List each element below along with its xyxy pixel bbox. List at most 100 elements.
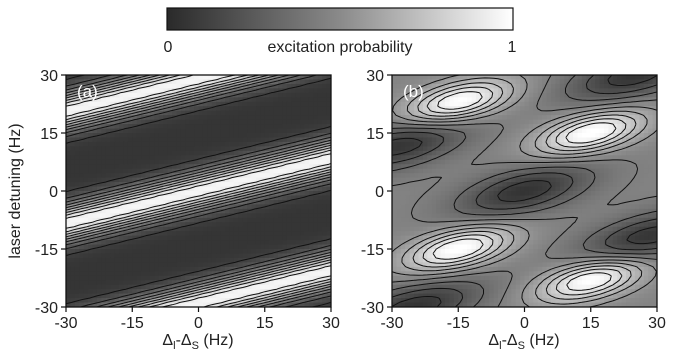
heatmap-cell: [269, 244, 275, 250]
heatmap-cell: [273, 257, 279, 263]
heatmap-cell: [123, 110, 129, 116]
heatmap-cell: [630, 124, 636, 130]
heatmap-cell: [458, 106, 464, 112]
heatmap-cell: [119, 208, 125, 214]
heatmap-cell: [449, 133, 455, 139]
heatmap-cell: [79, 275, 85, 281]
heatmap-cell: [207, 128, 213, 134]
heatmap-cell: [300, 92, 306, 98]
heatmap-cell: [445, 164, 451, 170]
heatmap-cell: [172, 195, 178, 201]
heatmap-cell: [621, 155, 627, 161]
heatmap-cell: [167, 204, 173, 210]
heatmap-cell: [202, 191, 208, 197]
heatmap-cell: [163, 133, 169, 139]
heatmap-cell: [564, 119, 570, 125]
heatmap-cell: [542, 146, 548, 152]
heatmap-cell: [300, 271, 306, 277]
heatmap-cell: [132, 92, 138, 98]
heatmap-cell: [198, 110, 204, 116]
heatmap-cell: [295, 280, 301, 286]
heatmap-cell: [286, 92, 292, 98]
heatmap-cell: [141, 128, 147, 134]
heatmap-cell: [172, 302, 178, 307]
heatmap-cell: [96, 182, 102, 188]
heatmap-cell: [92, 213, 98, 219]
heatmap-cell: [431, 191, 437, 197]
heatmap-cell: [484, 146, 490, 152]
heatmap-cell: [185, 275, 191, 281]
heatmap-cell: [136, 271, 142, 277]
heatmap-cell: [211, 124, 217, 130]
heatmap-cell: [418, 173, 424, 179]
heatmap-cell: [83, 240, 89, 246]
heatmap-cell: [604, 173, 610, 179]
heatmap-cell: [251, 293, 257, 299]
heatmap-cell: [251, 159, 257, 165]
heatmap-cell: [480, 191, 486, 197]
heatmap-cell: [458, 124, 464, 130]
heatmap-cell: [83, 293, 89, 299]
heatmap-cell: [431, 75, 437, 81]
heatmap-cell: [70, 213, 76, 219]
heatmap-cell: [242, 110, 248, 116]
heatmap-cell: [427, 101, 433, 107]
heatmap-cell: [247, 110, 253, 116]
heatmap-cell: [92, 155, 98, 161]
heatmap-cell: [577, 133, 583, 139]
heatmap-cell: [216, 195, 222, 201]
heatmap-cell: [524, 191, 530, 197]
heatmap-cell: [216, 133, 222, 139]
heatmap-cell: [573, 204, 579, 210]
heatmap-cell: [313, 275, 319, 281]
heatmap-cell: [568, 75, 574, 81]
heatmap-cell: [180, 235, 186, 241]
heatmap-cell: [110, 271, 116, 277]
heatmap-cell: [313, 133, 319, 139]
heatmap-cell: [626, 92, 632, 98]
heatmap-cell: [409, 186, 415, 192]
heatmap-cell: [149, 133, 155, 139]
heatmap-cell: [436, 124, 442, 130]
heatmap-cell: [427, 182, 433, 188]
heatmap-cell: [92, 141, 98, 147]
heatmap-cell: [149, 124, 155, 130]
heatmap-cell: [273, 168, 279, 174]
heatmap-cell: [590, 155, 596, 161]
heatmap-cell: [101, 249, 107, 255]
heatmap-cell: [242, 240, 248, 246]
heatmap-cell: [180, 284, 186, 290]
heatmap-cell: [149, 83, 155, 89]
heatmap-cell: [220, 249, 226, 255]
heatmap-cell: [304, 204, 310, 210]
heatmap-cell: [422, 208, 428, 214]
heatmap-cell: [172, 235, 178, 241]
heatmap-cell: [291, 257, 297, 263]
heatmap-cell: [515, 106, 521, 112]
heatmap-cell: [194, 150, 200, 156]
heatmap-cell: [409, 79, 415, 85]
heatmap-cell: [247, 182, 253, 188]
heatmap-cell: [88, 168, 94, 174]
heatmap-cell: [238, 240, 244, 246]
heatmap-cell: [453, 199, 459, 205]
heatmap-cell: [546, 101, 552, 107]
heatmap-cell: [123, 83, 129, 89]
heatmap-cell: [216, 191, 222, 197]
heatmap-cell: [431, 155, 437, 161]
heatmap-cell: [524, 199, 530, 205]
heatmap-cell: [83, 289, 89, 295]
heatmap-cell: [630, 97, 636, 103]
heatmap-cell: [216, 88, 222, 94]
heatmap-cell: [154, 115, 160, 121]
heatmap-cell: [418, 110, 424, 116]
heatmap-cell: [74, 262, 80, 268]
heatmap-cell: [207, 119, 213, 125]
heatmap-cell: [524, 173, 530, 179]
heatmap-cell: [194, 222, 200, 228]
heatmap-cell: [180, 253, 186, 259]
heatmap-cell: [405, 150, 411, 156]
heatmap-cell: [88, 182, 94, 188]
heatmap-cell: [282, 191, 288, 197]
heatmap-cell: [145, 257, 151, 263]
